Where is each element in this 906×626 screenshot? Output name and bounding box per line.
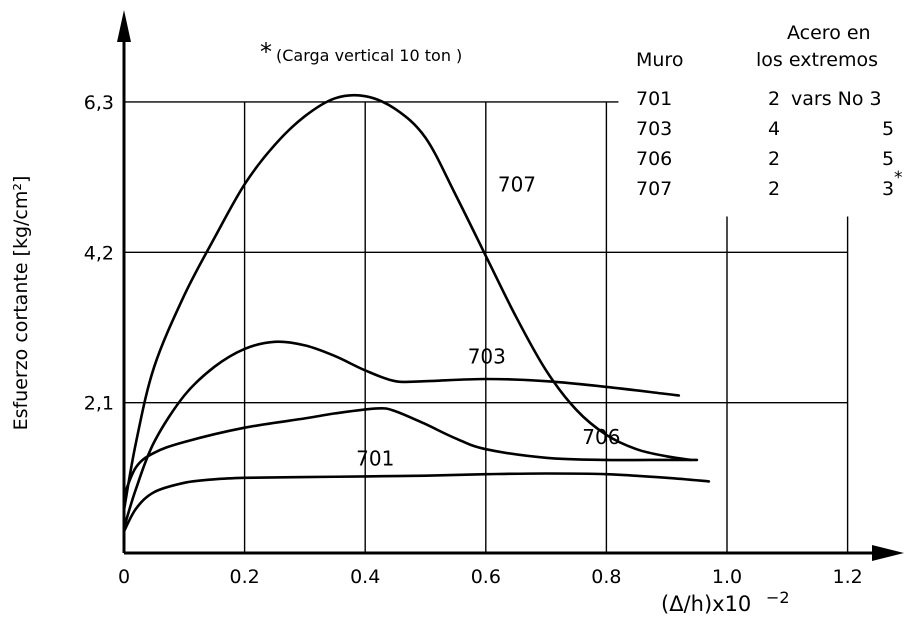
table-header-acero-line1: Acero en <box>787 22 871 44</box>
annotation-asterisk: * <box>260 38 272 66</box>
table-cell-acero-a: 4 <box>768 118 780 140</box>
x-tick-label: 0 <box>118 566 130 588</box>
table-header-acero-line2: los extremos <box>756 49 878 71</box>
series-line-701 <box>122 472 711 533</box>
annotation-text: (Carga vertical 10 ton ) <box>276 46 462 65</box>
x-tick-label: 1.0 <box>712 566 742 588</box>
curve-labels: 707 703 706 701 <box>356 172 620 470</box>
x-tick-label: 1.2 <box>832 566 862 588</box>
curve-label-706: 706 <box>582 425 620 449</box>
table-cell-muro: 706 <box>636 148 672 170</box>
table-cell-muro: 701 <box>636 88 672 110</box>
series-lines <box>122 93 711 533</box>
x-tick-label: 0.6 <box>471 566 501 588</box>
table-cell-acero-b: 5 <box>882 148 894 170</box>
legend-table: Muro Acero en los extremos 701 2 vars No 3… <box>636 22 903 200</box>
x-axis-arrowhead <box>872 545 904 561</box>
table-rows: 701 2 vars No 3 703 4 5 706 2 5 707 2 3 * <box>636 88 903 200</box>
x-axis-label-exponent: −2 <box>766 588 790 607</box>
series-line-703 <box>122 340 681 530</box>
series-line-706 <box>122 406 699 497</box>
y-axis-label: Esfuerzo cortante [kg/cm²] <box>10 176 32 431</box>
y-axis-arrowhead <box>117 10 131 42</box>
y-tick-label: 2,1 <box>84 393 114 415</box>
table-cell-acero-a: 2 <box>768 148 780 170</box>
table-cell-acero-b: vars No 3 <box>791 88 882 110</box>
series-line-707 <box>122 93 693 512</box>
table-cell-muro: 703 <box>636 118 672 140</box>
curve-label-703: 703 <box>468 344 506 368</box>
curve-label-701: 701 <box>356 447 394 471</box>
table-cell-muro: 707 <box>636 178 672 200</box>
x-tick-label: 0.8 <box>591 566 621 588</box>
x-tick-label: 0.4 <box>350 566 380 588</box>
tick-labels: 0 0.2 0.4 0.6 0.8 1.0 1.2 2,1 4,2 6,3 <box>84 92 863 588</box>
x-tick-label: 0.2 <box>229 566 259 588</box>
x-axis-label: (Δ/h)x10 <box>661 592 751 616</box>
curve-label-707: 707 <box>498 172 536 196</box>
y-tick-label: 4,2 <box>84 242 114 264</box>
table-cell-acero-a: 2 <box>768 88 780 110</box>
grid-lines <box>124 101 849 553</box>
table-cell-acero-b: 3 <box>882 178 894 200</box>
table-cell-acero-a: 2 <box>768 178 780 200</box>
table-cell-star: * <box>894 168 903 188</box>
table-header-muro: Muro <box>636 49 683 71</box>
y-tick-label: 6,3 <box>84 92 114 114</box>
table-cell-acero-b: 5 <box>882 118 894 140</box>
